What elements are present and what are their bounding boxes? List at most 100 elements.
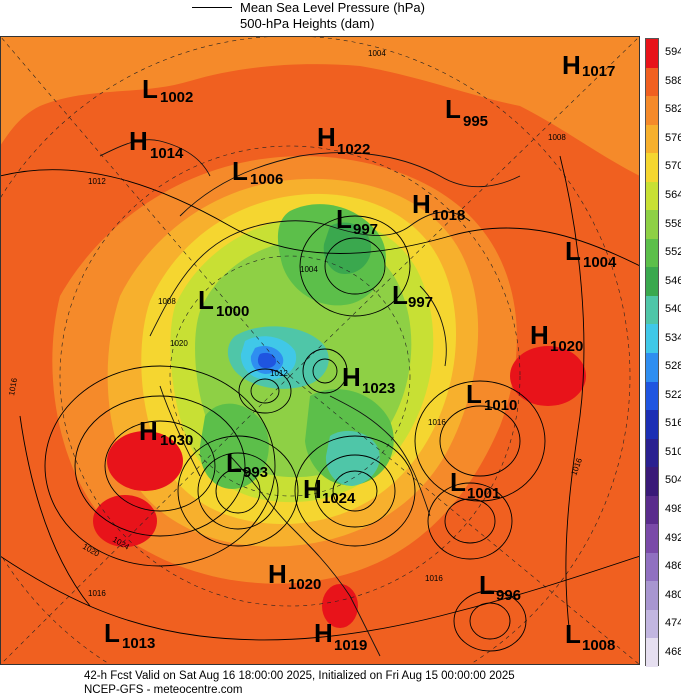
- legend-title: Mean Sea Level Pressure (hPa): [240, 0, 425, 15]
- color-scale-swatch: [646, 181, 658, 211]
- svg-text:1017: 1017: [582, 63, 615, 80]
- svg-text:1023: 1023: [362, 380, 395, 397]
- pressure-system: L 993: [226, 448, 268, 481]
- isobar-label: 1020: [170, 339, 188, 348]
- height-band-588-west: [107, 431, 183, 491]
- color-scale-swatch: [646, 238, 658, 268]
- coastlines: [99, 139, 521, 657]
- isobar-legend-line: [192, 7, 232, 8]
- color-scale-label: 468: [665, 645, 681, 658]
- height-band-582: [0, 36, 640, 176]
- isobars: [0, 155, 640, 652]
- pressure-system: H 1023: [342, 362, 395, 397]
- pressure-system: H 1022: [317, 122, 370, 158]
- graticule: [0, 36, 640, 665]
- color-scale-label: 498: [665, 503, 681, 515]
- svg-text:1000: 1000: [216, 303, 249, 320]
- color-scale-label: 534: [665, 331, 681, 344]
- svg-text:1001: 1001: [467, 485, 500, 502]
- svg-text:H: H: [530, 320, 549, 350]
- svg-text:L: L: [466, 379, 482, 409]
- map-frame: [0, 36, 640, 665]
- height-band-588-sw: [93, 495, 157, 547]
- svg-text:1018: 1018: [432, 207, 465, 224]
- color-scale-label: 570: [665, 160, 681, 173]
- color-scale-swatch: [646, 153, 658, 183]
- color-scale-swatch: [646, 67, 658, 97]
- map-footer: 42-h Fcst Valid on Sat Aug 16 18:00:00 2…: [0, 666, 681, 700]
- svg-text:1002: 1002: [160, 89, 193, 106]
- color-scale-label: 528: [665, 360, 681, 373]
- height-band-588-east: [510, 346, 586, 406]
- color-scale-label: 504: [665, 474, 681, 487]
- color-scale-swatch: [646, 467, 658, 497]
- color-scale-swatch: [646, 495, 658, 525]
- svg-text:L: L: [445, 94, 461, 124]
- map-header: Mean Sea Level Pressure (hPa) 500-hPa He…: [0, 0, 681, 36]
- svg-text:997: 997: [353, 221, 378, 238]
- pressure-system: L 1008: [565, 619, 615, 654]
- color-scale-swatch: [646, 410, 658, 440]
- color-scale-swatch: [646, 210, 658, 240]
- pressure-system: L 1000: [198, 285, 249, 320]
- color-scale-swatch: [646, 609, 658, 639]
- pressure-system: L 997: [392, 280, 433, 311]
- pressure-system: H 1014: [129, 126, 184, 162]
- svg-text:1019: 1019: [334, 637, 367, 654]
- color-scale-swatch: [646, 581, 658, 611]
- svg-text:1008: 1008: [582, 637, 615, 654]
- color-scale-swatch: [646, 96, 658, 126]
- height-band-552-b: [199, 403, 269, 489]
- svg-text:L: L: [479, 570, 495, 600]
- svg-text:L: L: [104, 618, 120, 648]
- pressure-system: H 1020: [530, 320, 583, 355]
- color-scale-swatch: [646, 524, 658, 554]
- pressure-system: H 1024: [303, 474, 356, 507]
- color-scale-label: 594: [665, 46, 681, 59]
- svg-text:H: H: [139, 416, 158, 446]
- svg-text:L: L: [232, 156, 248, 186]
- color-scale-swatch: [646, 353, 658, 383]
- svg-text:993: 993: [243, 464, 268, 481]
- isobar-label: 1012: [88, 177, 106, 186]
- svg-text:L: L: [565, 619, 581, 649]
- color-scale-swatch: [646, 552, 658, 582]
- isobar-label: 1016: [88, 589, 106, 598]
- weather-map: 1004 1008 1012 1016 1020 1024 1020 1016 …: [0, 36, 640, 665]
- svg-text:996: 996: [496, 587, 521, 604]
- svg-text:H: H: [129, 126, 148, 156]
- isobar-label: 1004: [368, 49, 386, 58]
- color-scale-swatch: [646, 381, 658, 411]
- pressure-system: L 1013: [104, 618, 155, 652]
- isobar-label: 1008: [158, 297, 176, 306]
- svg-text:H: H: [303, 474, 322, 504]
- svg-text:995: 995: [463, 113, 488, 130]
- color-scale-label: 516: [665, 417, 681, 430]
- color-scale-swatch: [646, 295, 658, 325]
- isobar-label: 1004: [300, 265, 318, 274]
- legend-subtitle: 500-hPa Heights (dam): [240, 16, 375, 31]
- height-band-546: [323, 222, 372, 274]
- svg-text:1014: 1014: [150, 145, 184, 162]
- isobar-label: 1012: [270, 369, 288, 378]
- svg-text:L: L: [198, 285, 214, 315]
- svg-text:H: H: [268, 559, 287, 589]
- svg-text:1013: 1013: [122, 635, 155, 652]
- color-scale-swatch: [646, 438, 658, 468]
- svg-text:H: H: [342, 362, 361, 392]
- svg-text:L: L: [226, 448, 242, 478]
- color-scale-label: 486: [665, 560, 681, 573]
- color-scale-swatch: [646, 267, 658, 297]
- isobar-label: 1008: [548, 133, 566, 142]
- color-scale-label: 492: [665, 531, 681, 544]
- color-scale-swatch: [646, 124, 658, 154]
- svg-text:H: H: [317, 122, 336, 152]
- svg-text:L: L: [142, 74, 158, 104]
- pressure-system: L 997: [336, 204, 378, 238]
- color-scale-label: 480: [665, 588, 681, 601]
- svg-text:1020: 1020: [288, 576, 321, 593]
- svg-text:1022: 1022: [337, 141, 370, 158]
- color-scale: 594 588 582 576 570 564 558 552 546 540 534 528 522 5…: [645, 38, 681, 668]
- height-band-540-b: [325, 430, 380, 486]
- pressure-system: L 1010: [466, 379, 517, 414]
